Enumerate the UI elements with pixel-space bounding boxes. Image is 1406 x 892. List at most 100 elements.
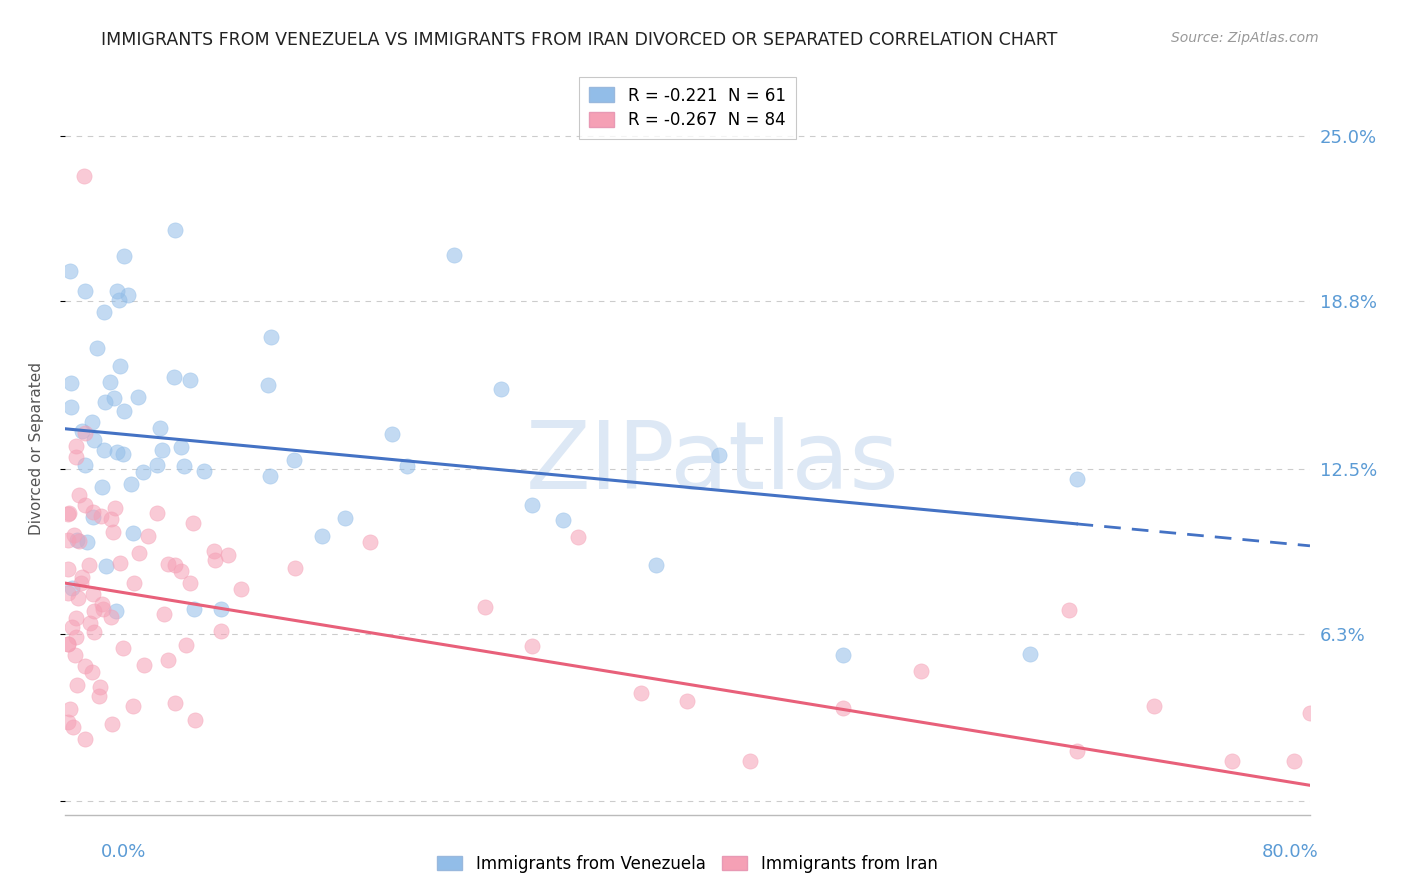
Point xyxy=(122,698,145,713)
Point xyxy=(132,658,155,673)
Point xyxy=(645,558,668,572)
Point xyxy=(79,615,101,630)
Point xyxy=(311,529,333,543)
Point xyxy=(56,714,79,729)
Point xyxy=(93,443,115,458)
Point xyxy=(70,570,93,584)
Point xyxy=(193,464,215,478)
Point xyxy=(359,534,381,549)
Point xyxy=(256,377,278,392)
Point xyxy=(174,638,197,652)
Point xyxy=(107,285,129,299)
Text: 80.0%: 80.0% xyxy=(1263,843,1319,861)
Point xyxy=(117,288,139,302)
Point xyxy=(91,480,114,494)
Point xyxy=(443,248,465,262)
Point xyxy=(520,498,543,512)
Point xyxy=(70,425,93,439)
Point xyxy=(58,702,80,716)
Point xyxy=(94,394,117,409)
Point xyxy=(1018,647,1040,661)
Point xyxy=(80,415,103,429)
Point xyxy=(83,434,105,448)
Point xyxy=(120,476,142,491)
Point xyxy=(100,512,122,526)
Point xyxy=(489,382,512,396)
Point xyxy=(56,507,79,521)
Point xyxy=(910,664,932,678)
Text: 0.0%: 0.0% xyxy=(101,843,146,861)
Point xyxy=(551,512,574,526)
Point xyxy=(150,443,173,458)
Point xyxy=(66,678,89,692)
Point xyxy=(58,264,80,278)
Point xyxy=(169,440,191,454)
Point xyxy=(70,575,93,590)
Point xyxy=(204,553,226,567)
Point xyxy=(83,624,105,639)
Point xyxy=(284,561,307,575)
Point xyxy=(75,425,97,440)
Point xyxy=(179,373,201,387)
Point xyxy=(209,602,232,616)
Point xyxy=(59,376,82,390)
Point xyxy=(183,602,205,616)
Point xyxy=(76,535,98,549)
Point xyxy=(173,459,195,474)
Legend: R = -0.221  N = 61, R = -0.267  N = 84: R = -0.221 N = 61, R = -0.267 N = 84 xyxy=(579,77,796,139)
Point xyxy=(60,401,83,415)
Point xyxy=(105,604,128,618)
Point xyxy=(156,558,179,572)
Point xyxy=(333,511,356,525)
Point xyxy=(89,681,111,695)
Point xyxy=(82,665,104,680)
Point xyxy=(110,557,132,571)
Point xyxy=(66,533,89,547)
Text: IMMIGRANTS FROM VENEZUELA VS IMMIGRANTS FROM IRAN DIVORCED OR SEPARATED CORRELAT: IMMIGRANTS FROM VENEZUELA VS IMMIGRANTS … xyxy=(101,31,1057,49)
Point xyxy=(676,694,699,708)
Point xyxy=(75,458,97,472)
Point xyxy=(1284,755,1306,769)
Point xyxy=(396,459,419,474)
Point xyxy=(738,755,761,769)
Point xyxy=(94,559,117,574)
Point xyxy=(110,359,132,373)
Point xyxy=(153,607,176,621)
Point xyxy=(65,630,87,644)
Point xyxy=(832,700,855,714)
Point xyxy=(127,390,149,404)
Point xyxy=(630,686,652,700)
Point xyxy=(103,501,125,516)
Point xyxy=(56,637,79,651)
Point xyxy=(56,586,79,600)
Point xyxy=(1066,472,1088,486)
Point xyxy=(67,534,90,549)
Point xyxy=(62,720,84,734)
Point xyxy=(105,445,128,459)
Point xyxy=(283,452,305,467)
Point xyxy=(217,548,239,562)
Point xyxy=(56,562,79,576)
Point xyxy=(56,637,79,651)
Point xyxy=(65,450,87,465)
Point xyxy=(101,717,124,731)
Point xyxy=(163,558,186,573)
Point xyxy=(170,564,193,578)
Point xyxy=(111,447,134,461)
Point xyxy=(136,529,159,543)
Point xyxy=(75,659,97,673)
Point xyxy=(112,249,135,263)
Point xyxy=(520,639,543,653)
Point xyxy=(82,587,104,601)
Point xyxy=(90,508,112,523)
Point xyxy=(181,516,204,531)
Point xyxy=(82,505,104,519)
Text: Source: ZipAtlas.com: Source: ZipAtlas.com xyxy=(1171,31,1319,45)
Point xyxy=(91,597,114,611)
Point xyxy=(86,342,108,356)
Point xyxy=(67,591,90,605)
Point xyxy=(73,284,96,298)
Point xyxy=(65,611,87,625)
Point xyxy=(259,330,281,344)
Point xyxy=(67,488,90,502)
